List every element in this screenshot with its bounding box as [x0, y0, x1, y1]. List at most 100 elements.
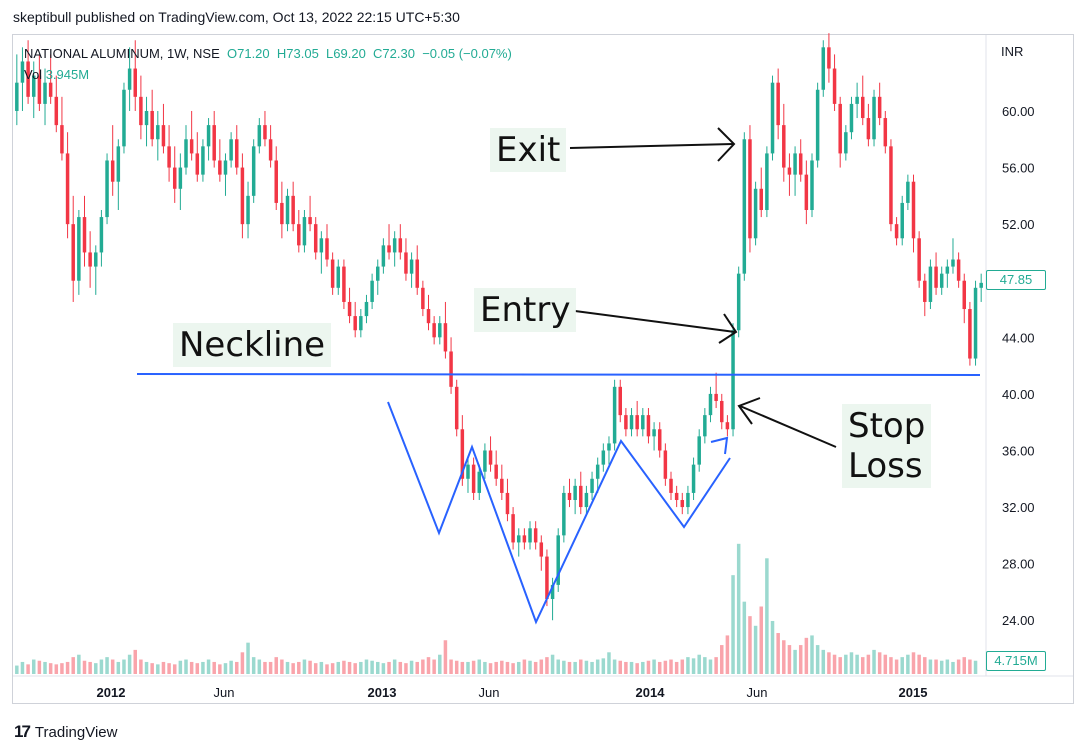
candle-body	[235, 139, 239, 168]
candle	[618, 379, 622, 423]
candle	[392, 231, 397, 267]
price-tick-label: 40.00	[1002, 387, 1035, 402]
candle-body	[319, 238, 324, 253]
volume-bar	[827, 652, 831, 674]
volume-bar	[212, 661, 216, 674]
volume-bar	[387, 661, 391, 674]
volume-bar	[460, 661, 465, 674]
close-value: C72.30	[373, 46, 415, 61]
candle	[223, 153, 228, 196]
volume-bar	[60, 663, 64, 674]
candle-body	[20, 61, 25, 83]
candle-body	[798, 153, 803, 175]
candle-body	[590, 478, 594, 493]
candle-body	[404, 252, 408, 274]
stop-loss-line1: Stop	[848, 406, 926, 446]
candle	[274, 146, 278, 210]
candle-body	[409, 259, 414, 274]
pattern-drawing	[136, 373, 981, 625]
currency-label: INR	[1001, 44, 1024, 59]
candle	[883, 110, 888, 154]
volume-bar	[522, 659, 527, 674]
candle-body	[257, 125, 262, 147]
volume-legend[interactable]: Vol 3.945M	[24, 67, 89, 82]
candle	[562, 485, 566, 543]
candle	[951, 238, 955, 274]
volume-bar	[195, 663, 200, 674]
candle-body	[297, 224, 301, 246]
candle	[731, 323, 735, 437]
annotation-arrows	[569, 127, 837, 448]
volume-bar	[657, 661, 662, 674]
candle	[139, 75, 143, 140]
candle	[161, 103, 166, 154]
candle-body	[133, 68, 137, 97]
candle-body	[65, 153, 70, 225]
candle	[911, 174, 916, 253]
candle	[443, 301, 448, 359]
candle	[150, 89, 154, 147]
candle-body	[838, 103, 842, 154]
candle-body	[477, 471, 482, 493]
candle-body	[201, 146, 205, 175]
candle	[894, 217, 899, 246]
candle-body	[708, 393, 713, 416]
candle-body	[105, 160, 109, 218]
volume-bar	[861, 657, 865, 674]
candle	[652, 422, 656, 451]
candle	[500, 464, 504, 500]
volume-bar	[398, 661, 403, 674]
candle-body	[223, 160, 228, 175]
candle-body	[748, 139, 752, 239]
candle-body	[945, 266, 950, 274]
tradingview-logo-icon: 17	[14, 722, 31, 741]
volume-bar	[607, 652, 611, 674]
volume-bar	[945, 659, 950, 674]
volume-bar	[494, 661, 498, 674]
candle-body	[821, 47, 826, 90]
volume-bar	[612, 659, 617, 674]
candle-body	[26, 61, 30, 97]
volume-bar	[71, 657, 75, 674]
symbol-legend[interactable]: NATIONAL ALUMINUM, 1W, NSE O71.20 H73.05…	[24, 46, 512, 61]
candle-body	[280, 202, 284, 225]
candle	[404, 238, 408, 281]
price-tick-label: 56.00	[1002, 161, 1035, 176]
candle-body	[488, 450, 493, 465]
candle-body	[911, 181, 916, 239]
tradingview-brand[interactable]: 17 TradingView	[14, 722, 117, 742]
volume-bar	[381, 663, 386, 674]
volume-bar	[48, 663, 53, 674]
candle	[877, 82, 882, 126]
candle-body	[516, 535, 521, 543]
candle	[195, 132, 200, 182]
candle-body	[787, 167, 792, 175]
candle-body	[426, 309, 431, 324]
time-tick-label: Jun	[214, 685, 235, 700]
candle-body	[449, 351, 453, 387]
candle-body	[697, 436, 701, 465]
candle-body	[172, 167, 177, 189]
candle-body	[793, 153, 797, 175]
candle-body	[782, 125, 786, 168]
candle	[934, 252, 938, 295]
volume-bar	[347, 661, 352, 674]
candle	[556, 528, 560, 592]
candle	[748, 125, 752, 253]
candle-body	[601, 450, 606, 465]
candle-body	[889, 146, 893, 225]
volume-bar	[251, 657, 256, 674]
candle	[962, 273, 967, 324]
candle	[612, 379, 617, 451]
candle	[793, 146, 797, 196]
candle	[212, 110, 216, 168]
volume-bar	[421, 659, 425, 674]
volume-bar	[404, 663, 408, 674]
candle-body	[342, 266, 346, 302]
candle-body	[612, 386, 617, 444]
candle-body	[770, 82, 775, 154]
volume-bar	[43, 661, 47, 674]
volume-bar	[793, 649, 797, 674]
volume-bar	[906, 654, 910, 674]
